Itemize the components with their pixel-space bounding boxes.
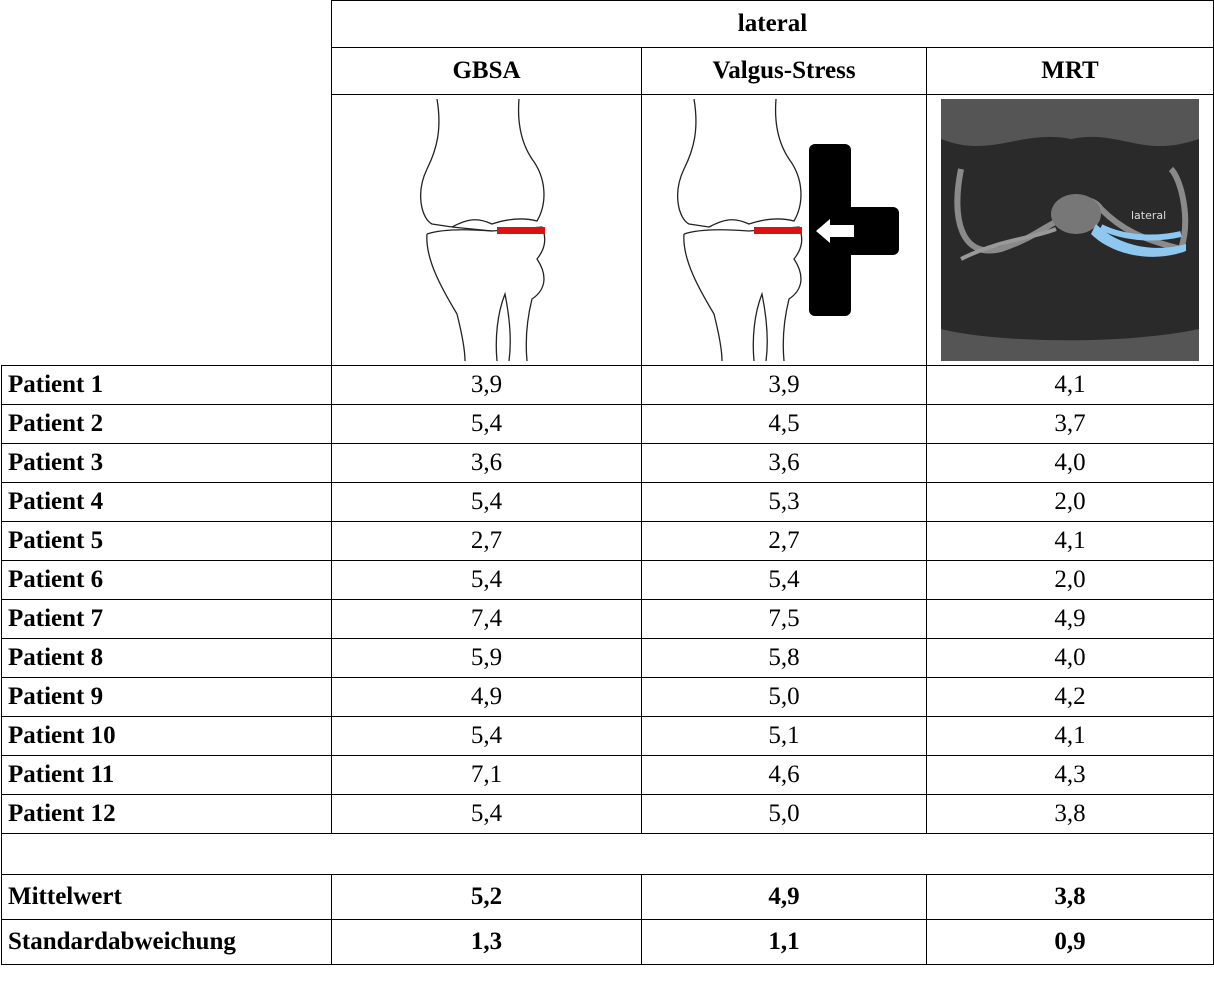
cell-value: 4,9: [642, 875, 927, 920]
cell-value: 3,6: [642, 444, 927, 483]
mrt-label: lateral: [1131, 209, 1166, 222]
cell-value: 4,9: [332, 678, 642, 717]
cell-value: 2,7: [642, 522, 927, 561]
corner-cell: [2, 1, 332, 366]
row-label: Mittelwert: [2, 875, 332, 920]
cell-value: 1,3: [332, 920, 642, 965]
cell-value: 4,5: [642, 405, 927, 444]
column-header: GBSA: [332, 48, 642, 95]
knee-drawing: [397, 99, 577, 361]
cell-value: 4,6: [642, 756, 927, 795]
image-cell: lateral: [927, 95, 1214, 366]
cell-value: 5,3: [642, 483, 927, 522]
row-label: Patient 9: [2, 678, 332, 717]
cell-value: 5,4: [332, 561, 642, 600]
cell-value: 7,5: [642, 600, 927, 639]
cell-value: 5,9: [332, 639, 642, 678]
row-label: Patient 3: [2, 444, 332, 483]
cell-value: 3,9: [332, 366, 642, 405]
image-cell: [332, 95, 642, 366]
group-header: lateral: [332, 1, 1214, 48]
cell-value: 3,7: [927, 405, 1214, 444]
cell-value: 4,9: [927, 600, 1214, 639]
row-label: Patient 2: [2, 405, 332, 444]
cell-value: 5,4: [332, 405, 642, 444]
page: lateral GBSAValgus-StressMRT: [0, 0, 1214, 1003]
cell-value: 7,1: [332, 756, 642, 795]
mrt-image: lateral: [941, 99, 1199, 361]
cell-value: 4,2: [927, 678, 1214, 717]
cell-value: 5,0: [642, 678, 927, 717]
knee-stress-drawing: [664, 99, 904, 361]
cell-value: 5,4: [332, 717, 642, 756]
group-header-row: lateral: [2, 1, 1214, 48]
cell-value: 3,8: [927, 875, 1214, 920]
row-label: Patient 6: [2, 561, 332, 600]
cell-value: 0,9: [927, 920, 1214, 965]
cell-value: 4,3: [927, 756, 1214, 795]
column-header: MRT: [927, 48, 1214, 95]
cell-value: 3,9: [642, 366, 927, 405]
cell-value: 2,7: [332, 522, 642, 561]
image-cell: [642, 95, 927, 366]
cell-value: 5,4: [642, 561, 927, 600]
cell-value: 4,1: [927, 522, 1214, 561]
cell-value: 4,0: [927, 444, 1214, 483]
cell-value: 5,8: [642, 639, 927, 678]
cell-value: 5,2: [332, 875, 642, 920]
spacer-row: [2, 834, 1214, 875]
row-label: Patient 8: [2, 639, 332, 678]
cell-value: 3,8: [927, 795, 1214, 834]
row-label: Patient 5: [2, 522, 332, 561]
cell-value: 4,1: [927, 366, 1214, 405]
cell-value: 2,0: [927, 483, 1214, 522]
row-label: Patient 12: [2, 795, 332, 834]
row-label: Patient 1: [2, 366, 332, 405]
row-label: Patient 4: [2, 483, 332, 522]
cell-value: 5,0: [642, 795, 927, 834]
row-label: Patient 10: [2, 717, 332, 756]
cell-value: 7,4: [332, 600, 642, 639]
row-label: Patient 11: [2, 756, 332, 795]
cell-value: 5,4: [332, 483, 642, 522]
cell-value: 5,4: [332, 795, 642, 834]
cell-value: 5,1: [642, 717, 927, 756]
cell-value: 1,1: [642, 920, 927, 965]
row-label: Patient 7: [2, 600, 332, 639]
row-label: Standardabweichung: [2, 920, 332, 965]
spacer-cell: [2, 834, 1214, 875]
cell-value: 4,1: [927, 717, 1214, 756]
cell-value: 4,0: [927, 639, 1214, 678]
cell-value: 3,6: [332, 444, 642, 483]
cell-value: 2,0: [927, 561, 1214, 600]
column-header: Valgus-Stress: [642, 48, 927, 95]
